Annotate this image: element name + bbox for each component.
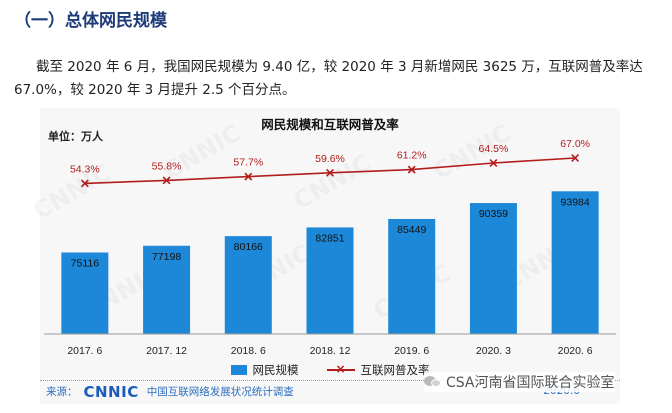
- x-tick-label: 2018. 6: [231, 345, 266, 357]
- legend-item-bar: 网民规模: [230, 362, 299, 378]
- line-marker: [489, 159, 498, 167]
- bar: [551, 191, 599, 334]
- credit-text: CSA河南省国际联合实验室: [446, 375, 615, 391]
- intro-paragraph: 截至 2020 年 6 月，我国网民规模为 9.40 亿，较 2020 年 3 …: [14, 56, 660, 102]
- source-label: 来源：: [46, 386, 78, 398]
- line-value-label: 61.2%: [397, 150, 427, 162]
- bar: [469, 203, 517, 334]
- bar: [224, 236, 272, 334]
- unit-label: 单位：万人: [48, 130, 103, 143]
- line-marker: [571, 154, 580, 162]
- chart-legend: 网民规模 × 互联网普及率: [40, 362, 620, 378]
- line-marker: [407, 165, 416, 174]
- bar-value-label: 77198: [152, 251, 181, 263]
- credit-watermark: CSA河南省国际联合实验室: [424, 372, 615, 392]
- line-value-label: 64.5%: [479, 143, 509, 155]
- x-tick-label: 2017. 6: [67, 345, 102, 357]
- x-tick-label: 2019. 6: [394, 345, 429, 357]
- legend-label-line: 互联网普及率: [360, 363, 430, 377]
- legend-label-bar: 网民规模: [252, 363, 299, 377]
- bar: [61, 252, 109, 334]
- bar-value-label: 93984: [561, 196, 590, 208]
- x-tick-label: 2017. 12: [146, 345, 187, 357]
- wechat-icon: [424, 375, 442, 389]
- legend-swatch-bar: [230, 365, 247, 375]
- line-value-label: 67.0%: [560, 138, 590, 150]
- legend-swatch-line: ×: [326, 362, 355, 376]
- line-marker: [244, 172, 253, 181]
- source-text: 中国互联网络发展状况统计调查: [146, 386, 294, 398]
- x-tick-label: 2020. 6: [558, 345, 593, 357]
- bar-value-label: 75116: [71, 258, 100, 270]
- bar: [143, 245, 191, 334]
- chart-plot: 75116 77198 80166 82851 85449 90359 93984 54.3…: [44, 138, 616, 357]
- x-tick-label: 2018. 12: [310, 345, 351, 357]
- bar-value-label: 85449: [397, 224, 426, 236]
- cnnic-logo: CNNIC: [83, 382, 139, 401]
- bar-value-label: 82851: [315, 232, 344, 244]
- legend-item-line: × 互联网普及率: [326, 362, 430, 378]
- line-value-label: 57.7%: [233, 157, 263, 169]
- bar-value-label: 80166: [234, 241, 263, 253]
- bar: [388, 218, 436, 334]
- chart-panel: CNNIC CNNIC CNNIC CNNIC CNNIC CNNIC CNNI…: [40, 108, 620, 404]
- section-title: （一）总体网民规模: [14, 11, 167, 31]
- bar-value-label: 90359: [479, 208, 508, 220]
- line-marker: [326, 168, 334, 177]
- x-tick-label: 2020. 3: [476, 345, 511, 357]
- chart-title: 网民规模和互联网普及率: [261, 117, 399, 132]
- line-marker: [162, 176, 171, 185]
- line-value-label: 54.3%: [70, 163, 100, 175]
- line-value-label: 55.8%: [152, 160, 182, 172]
- bar: [306, 227, 354, 334]
- intro-paragraph-text: 截至 2020 年 6 月，我国网民规模为 9.40 亿，较 2020 年 3 …: [14, 59, 643, 98]
- line-marker: [80, 179, 89, 188]
- line-value-label: 59.6%: [315, 153, 345, 165]
